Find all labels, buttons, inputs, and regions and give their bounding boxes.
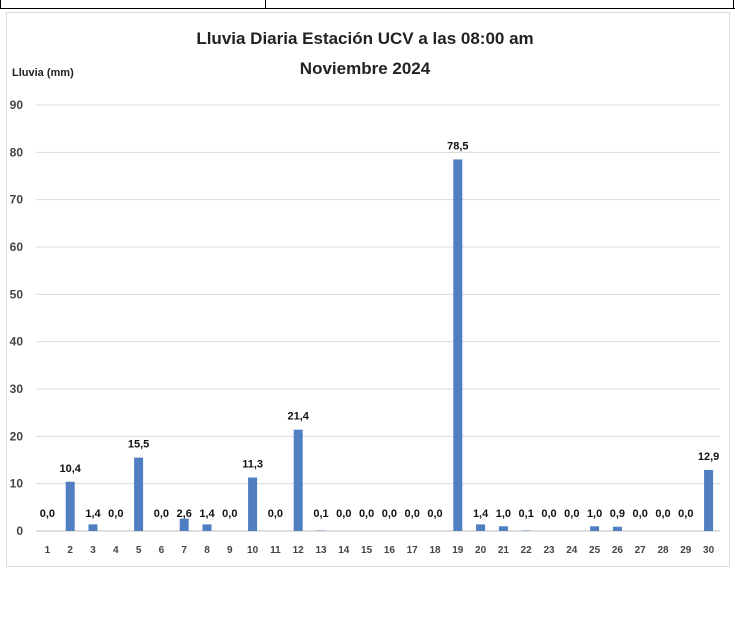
bar-day-5 (134, 457, 144, 531)
frame-top-border (0, 8, 735, 9)
gridlines (36, 104, 720, 532)
x-tick-label: 29 (680, 545, 692, 556)
data-label-day-13: 0,1 (313, 508, 328, 520)
y-tick-label: 0 (16, 524, 23, 538)
bar-day-30 (704, 469, 714, 531)
x-tick-label: 15 (361, 545, 373, 556)
data-label-day-27: 0,0 (633, 508, 648, 520)
data-labels: 0,0 10,4 1,4 0,0 15,5 0,0 2,6 1,4 0,0 11,3 0,0 21,4… (40, 140, 720, 520)
x-tick-label: 6 (159, 545, 165, 556)
x-tick-label: 13 (315, 545, 327, 556)
bar-day-21 (498, 526, 508, 531)
x-tick-label: 22 (521, 545, 533, 556)
x-tick-label: 20 (475, 545, 487, 556)
data-label-day-1: 0,0 (40, 508, 55, 520)
x-tick-label: 7 (181, 545, 187, 556)
bar-day-2 (65, 481, 75, 531)
x-tick-label: 18 (429, 545, 441, 556)
data-label-day-26: 0,9 (610, 508, 625, 520)
y-tick-label: 70 (10, 193, 24, 207)
data-label-day-18: 0,0 (427, 508, 442, 520)
bar-day-26 (612, 526, 622, 531)
x-tick-label: 8 (204, 545, 210, 556)
bar-day-10 (248, 477, 258, 531)
y-tick-label: 10 (10, 477, 24, 491)
frame-right-border (733, 0, 734, 9)
bars (65, 159, 714, 531)
y-axis-label: Lluvia (mm) (12, 67, 74, 79)
x-tick-label: 5 (136, 545, 142, 556)
chart-title-line-2: Noviembre 2024 (300, 59, 431, 78)
data-label-day-8: 1,4 (199, 508, 215, 520)
bar-day-19 (453, 159, 463, 531)
x-tick-label: 3 (90, 545, 96, 556)
data-label-day-14: 0,0 (336, 508, 351, 520)
data-label-day-17: 0,0 (405, 508, 420, 520)
rainfall-bar-chart: Lluvia Diaria Estación UCV a las 08:00 a… (10, 29, 720, 556)
data-label-day-12: 21,4 (287, 411, 309, 423)
x-tick-label: 25 (589, 545, 601, 556)
x-tick-label: 23 (543, 545, 555, 556)
bar-day-3 (88, 524, 98, 531)
y-tick-label: 40 (10, 335, 24, 349)
frame-left-border (0, 0, 1, 9)
bar-day-7 (179, 518, 189, 531)
x-tick-label: 4 (113, 545, 119, 556)
data-label-day-5: 15,5 (128, 439, 149, 451)
data-label-day-20: 1,4 (473, 508, 489, 520)
x-tick-label: 12 (293, 545, 305, 556)
x-tick-label: 2 (67, 545, 73, 556)
x-tick-label: 9 (227, 545, 233, 556)
y-tick-label: 50 (10, 287, 24, 301)
x-tick-label: 19 (452, 545, 464, 556)
data-label-day-28: 0,0 (655, 508, 670, 520)
x-tick-label: 24 (566, 545, 578, 556)
data-label-day-4: 0,0 (108, 508, 123, 520)
data-label-day-10: 11,3 (242, 459, 263, 471)
x-tick-label: 27 (635, 545, 647, 556)
frame-divider (265, 0, 266, 9)
data-label-day-24: 0,0 (564, 508, 579, 520)
data-label-day-25: 1,0 (587, 508, 602, 520)
x-tick-label: 1 (45, 545, 51, 556)
data-label-day-22: 0,1 (519, 508, 534, 520)
data-label-day-19: 78,5 (447, 140, 468, 152)
x-tick-label: 16 (384, 545, 396, 556)
data-label-day-29: 0,0 (678, 508, 693, 520)
x-axis-ticks: 1 2 3 4 5 6 7 8 9 10 11 12 13 14 15 16 17 18 19 20 21 22 23 24 2… (45, 545, 715, 556)
x-tick-label: 14 (338, 545, 350, 556)
data-label-day-23: 0,0 (541, 508, 556, 520)
data-label-day-9: 0,0 (222, 508, 237, 520)
bar-day-12 (293, 429, 303, 531)
y-tick-label: 80 (10, 145, 24, 159)
y-tick-label: 20 (10, 429, 24, 443)
bar-day-25 (590, 526, 600, 531)
x-tick-label: 10 (247, 545, 259, 556)
data-label-day-6: 0,0 (154, 508, 169, 520)
x-tick-label: 30 (703, 545, 715, 556)
bar-day-8 (202, 524, 212, 531)
y-tick-label: 30 (10, 382, 24, 396)
data-label-day-30: 12,9 (698, 451, 719, 463)
chart-container: Lluvia Diaria Estación UCV a las 08:00 a… (6, 12, 730, 567)
x-tick-label: 11 (270, 545, 281, 556)
x-tick-label: 21 (498, 545, 510, 556)
chart-title-line-1: Lluvia Diaria Estación UCV a las 08:00 a… (196, 29, 533, 48)
y-axis-ticks: 0 10 20 30 40 50 60 70 80 90 (10, 98, 24, 538)
data-label-day-11: 0,0 (268, 508, 283, 520)
data-label-day-15: 0,0 (359, 508, 374, 520)
y-tick-label: 60 (10, 240, 24, 254)
x-tick-label: 17 (407, 545, 419, 556)
y-tick-label: 90 (10, 98, 24, 112)
data-label-day-2: 10,4 (59, 463, 81, 475)
x-tick-label: 26 (612, 545, 624, 556)
data-label-day-7: 2,6 (177, 508, 192, 520)
x-tick-label: 28 (657, 545, 669, 556)
data-label-day-3: 1,4 (85, 508, 101, 520)
data-label-day-16: 0,0 (382, 508, 397, 520)
bar-day-20 (476, 524, 486, 531)
data-label-day-21: 1,0 (496, 508, 511, 520)
